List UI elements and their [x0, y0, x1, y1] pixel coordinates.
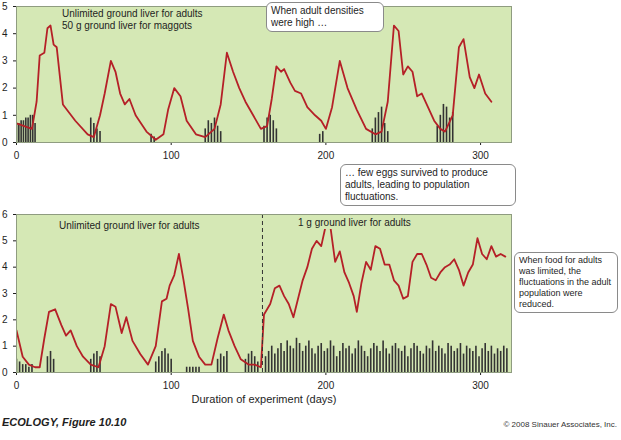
html-text:When food for adults was limit: When food for adults was limited, the fl… — [519, 255, 612, 309]
svg-text:200: 200 — [318, 150, 335, 160]
svg-text:6: 6 — [2, 209, 8, 220]
html-text:ECOLOGY, Figure 10.10: ECOLOGY, Figure 10.10 — [2, 416, 127, 428]
svg-text:2: 2 — [2, 314, 8, 325]
svg-text:3: 3 — [2, 288, 8, 299]
html-text:50 g ground liver for maggots: 50 g ground liver for maggots — [62, 20, 193, 31]
svg-text:5: 5 — [2, 1, 8, 12]
svg-text:100: 100 — [163, 380, 180, 391]
html-text:… few eggs survived to produce: … few eggs survived to produce adults, l… — [345, 167, 488, 202]
svg-text:4: 4 — [2, 28, 8, 39]
svg-text:1: 1 — [2, 340, 8, 351]
svg-text:0: 0 — [2, 367, 8, 378]
svg-text:0: 0 — [14, 150, 20, 160]
svg-text:0: 0 — [2, 137, 8, 148]
html-text:Unlimited ground liver for adu: Unlimited ground liver for adults — [59, 220, 200, 231]
svg-text:Duration of experiment (days): Duration of experiment (days) — [192, 393, 337, 405]
html-text:1 g ground liver for adults: 1 g ground liver for adults — [298, 217, 411, 228]
html-text:When adult densities were high: When adult densities were high … — [271, 5, 364, 28]
svg-text:5: 5 — [2, 235, 8, 246]
svg-text:4: 4 — [2, 261, 8, 272]
svg-text:200: 200 — [318, 380, 335, 391]
svg-text:1: 1 — [2, 110, 8, 121]
html-text:© 2008 Sinauer Associates, Inc: © 2008 Sinauer Associates, Inc. — [503, 420, 617, 429]
html-text:Unlimited ground liver for adu: Unlimited ground liver for adults — [62, 8, 203, 19]
svg-text:0: 0 — [14, 380, 20, 391]
svg-text:2: 2 — [2, 82, 8, 93]
svg-text:100: 100 — [163, 150, 180, 160]
svg-text:300: 300 — [472, 150, 489, 160]
svg-text:3: 3 — [2, 55, 8, 66]
svg-text:300: 300 — [472, 380, 489, 391]
